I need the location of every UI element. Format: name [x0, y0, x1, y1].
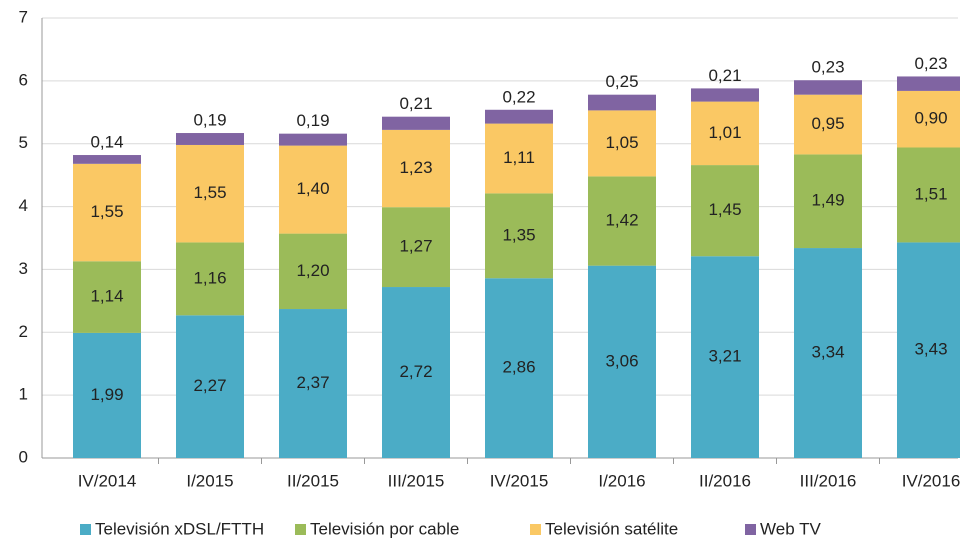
bar-segment: [279, 133, 347, 146]
x-tick-label: I/2015: [186, 471, 233, 490]
y-tick-label: 4: [19, 196, 28, 215]
data-label: 3,34: [811, 343, 844, 362]
data-label: 0,23: [811, 58, 844, 77]
bar-segment: [73, 163, 141, 262]
data-label: 0,19: [296, 111, 329, 130]
x-tick-label: II/2015: [287, 471, 339, 490]
x-tick-label: II/2016: [699, 471, 751, 490]
bar-segment: [485, 109, 553, 124]
data-label: 1,27: [399, 237, 432, 256]
y-tick-label: 3: [19, 259, 28, 278]
bar-segment: [382, 207, 450, 288]
bar-segment: [73, 155, 141, 164]
bar-segment: [485, 193, 553, 279]
bar-segment: [794, 80, 862, 95]
data-label: 1,49: [811, 191, 844, 210]
bar-segment: [279, 233, 347, 310]
data-label: 0,14: [90, 133, 123, 152]
data-label: 1,55: [193, 183, 226, 202]
data-label: 0,22: [502, 87, 535, 106]
data-label: 3,06: [605, 351, 638, 370]
data-label: 0,90: [914, 109, 947, 128]
data-label: 2,86: [502, 358, 535, 377]
bar-segment: [176, 242, 244, 316]
data-label: 1,14: [90, 287, 123, 306]
legend-label: Televisión por cable: [310, 519, 459, 538]
bar-segment: [279, 309, 347, 458]
bar-segment: [485, 278, 553, 458]
x-tick-label: I/2016: [598, 471, 645, 490]
data-label: 1,01: [708, 123, 741, 142]
data-label: 2,37: [296, 373, 329, 392]
bar-segment: [897, 147, 960, 243]
bar-segment: [382, 287, 450, 458]
bar-segment: [794, 154, 862, 249]
bar-segment: [176, 144, 244, 243]
data-label: 1,55: [90, 202, 123, 221]
data-label: 0,21: [399, 94, 432, 113]
bar-segment: [588, 110, 656, 177]
bar-segment: [897, 76, 960, 91]
y-tick-label: 1: [19, 385, 28, 404]
data-label: 0,25: [605, 72, 638, 91]
data-label: 1,20: [296, 261, 329, 280]
x-tick-label: III/2016: [800, 471, 857, 490]
data-label: 2,72: [399, 362, 432, 381]
data-label: 1,11: [503, 148, 535, 167]
bar-segment: [73, 261, 141, 333]
bar-segment: [73, 332, 141, 458]
legend-swatch: [745, 524, 756, 535]
bar-segment: [794, 248, 862, 458]
data-label: 1,35: [502, 225, 535, 244]
bar-segment: [176, 315, 244, 458]
data-label: 1,45: [708, 200, 741, 219]
y-tick-label: 7: [19, 7, 28, 26]
bar-segment: [588, 265, 656, 458]
data-label: 0,23: [914, 54, 947, 73]
bar-segment: [588, 94, 656, 111]
data-label: 1,05: [605, 133, 638, 152]
y-tick-label: 5: [19, 133, 28, 152]
bar-segment: [588, 176, 656, 266]
bar-segment: [279, 145, 347, 234]
x-tick-label: IV/2016: [902, 471, 960, 490]
y-tick-label: 6: [19, 70, 28, 89]
bar-segment: [897, 90, 960, 148]
data-label: 1,16: [193, 268, 226, 287]
bar-segment: [897, 242, 960, 458]
x-tick-label: III/2015: [388, 471, 445, 490]
bar-segment: [691, 101, 759, 166]
data-label: 1,40: [296, 179, 329, 198]
legend-swatch: [530, 524, 541, 535]
data-label: 1,23: [399, 158, 432, 177]
data-label: 0,21: [708, 66, 741, 85]
data-label: 1,51: [914, 184, 947, 203]
legend-label: Televisión xDSL/FTTH: [95, 519, 264, 538]
data-label: 1,42: [605, 211, 638, 230]
bar-segment: [176, 133, 244, 145]
data-label: 3,21: [708, 347, 741, 366]
legend-swatch: [295, 524, 306, 535]
bar-segment: [691, 165, 759, 257]
legend-label: Televisión satélite: [545, 519, 678, 538]
x-tick-label: IV/2015: [490, 471, 549, 490]
bar-segment: [382, 116, 450, 130]
data-label: 2,27: [193, 376, 226, 395]
bar-segment: [794, 94, 862, 155]
bar-segment: [485, 123, 553, 194]
data-label: 1,99: [90, 385, 123, 404]
data-label: 0,95: [811, 114, 844, 133]
legend-label: Web TV: [760, 519, 821, 538]
bar-segment: [382, 129, 450, 208]
y-tick-label: 2: [19, 322, 28, 341]
y-tick-label: 0: [19, 447, 28, 466]
data-label: 0,19: [193, 111, 226, 130]
data-label: 3,43: [914, 340, 947, 359]
x-tick-label: IV/2014: [78, 471, 137, 490]
legend-swatch: [80, 524, 91, 535]
bar-segment: [691, 256, 759, 458]
bar-segment: [691, 88, 759, 102]
